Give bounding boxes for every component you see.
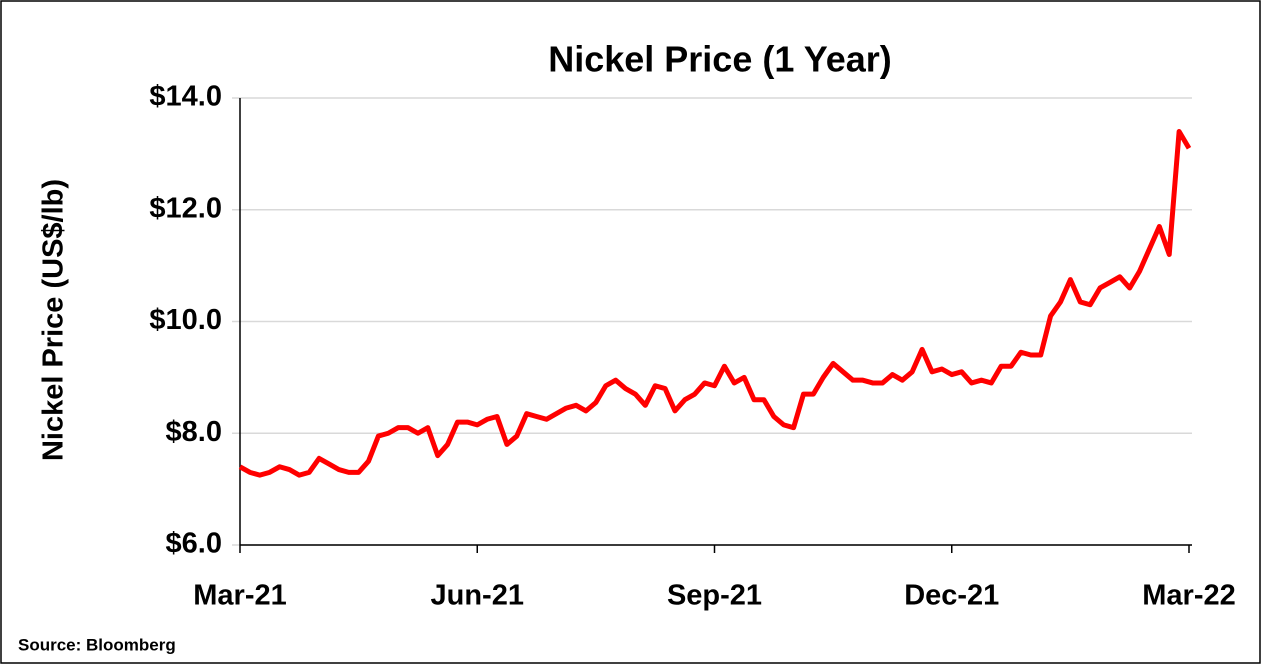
x-tick-label: Sep-21 (667, 580, 762, 612)
y-axis-title: Nickel Price (US$/lb) (38, 179, 70, 461)
price-line (238, 129, 1192, 478)
x-tick-label: Mar-22 (1142, 580, 1236, 612)
x-tick-label: Dec-21 (904, 580, 999, 612)
x-tick-label: Jun-21 (431, 580, 524, 612)
chart-title: Nickel Price (1 Year) (548, 39, 892, 80)
y-tick-label: $12.0 (149, 192, 222, 224)
source-note: Source: Bloomberg (18, 635, 176, 654)
y-tick-label: $14.0 (149, 81, 222, 113)
y-tick-label: $8.0 (166, 416, 222, 448)
y-tick-label: $10.0 (149, 304, 222, 336)
y-tick-label: $6.0 (166, 528, 222, 560)
x-tick-label: Mar-21 (193, 580, 287, 612)
